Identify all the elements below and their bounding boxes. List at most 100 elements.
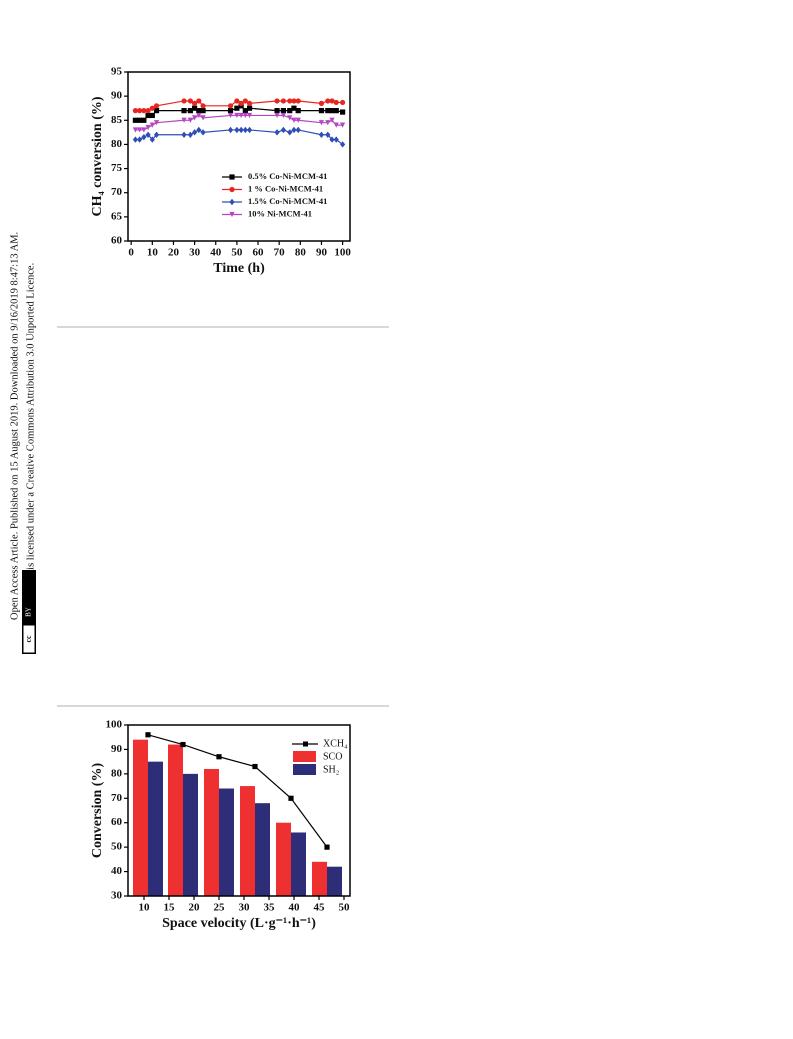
y-tick-label: 75 bbox=[111, 162, 123, 174]
marker bbox=[181, 131, 187, 138]
marker bbox=[192, 100, 198, 106]
marker bbox=[333, 99, 339, 106]
x-tick-label: 40 bbox=[289, 902, 301, 914]
marker bbox=[325, 131, 331, 138]
marker bbox=[132, 127, 138, 133]
marker bbox=[234, 126, 240, 134]
x-axis-label: Space velocity (L·g⁻¹·h⁻¹) bbox=[162, 916, 316, 931]
marker bbox=[287, 108, 293, 114]
series-line bbox=[147, 734, 328, 848]
marker bbox=[229, 198, 235, 206]
marker bbox=[288, 795, 294, 801]
cc-badge: cc BY bbox=[22, 570, 36, 654]
marker bbox=[318, 100, 325, 106]
x-tick-label: 25 bbox=[214, 902, 226, 914]
y-tick-label: 95 bbox=[111, 66, 123, 78]
badge-by: BY bbox=[25, 607, 33, 617]
marker bbox=[132, 108, 138, 114]
bar bbox=[168, 744, 183, 896]
x-tick-label: 50 bbox=[231, 247, 243, 259]
bar bbox=[183, 773, 198, 896]
marker bbox=[234, 98, 240, 104]
legend-label: 1.5% Co-Ni-MCM-41 bbox=[248, 196, 327, 206]
series-line bbox=[135, 114, 343, 131]
marker bbox=[196, 126, 202, 134]
marker bbox=[180, 741, 186, 748]
x-tick-label: 10 bbox=[147, 247, 159, 259]
marker bbox=[280, 98, 286, 104]
marker bbox=[137, 127, 143, 133]
y-tick-label: 90 bbox=[111, 90, 123, 102]
marker bbox=[238, 126, 244, 134]
marker bbox=[132, 117, 138, 123]
x-tick-label: 90 bbox=[316, 247, 328, 259]
marker bbox=[141, 133, 147, 141]
y-tick-label: 80 bbox=[111, 767, 123, 779]
marker bbox=[145, 131, 151, 138]
x-tick-label: 100 bbox=[334, 247, 351, 259]
marker bbox=[227, 126, 234, 134]
badge-cc-box bbox=[22, 624, 36, 654]
marker bbox=[153, 103, 160, 109]
marker bbox=[291, 98, 297, 104]
marker bbox=[340, 99, 346, 106]
x-tick-label: 30 bbox=[189, 247, 201, 259]
marker bbox=[291, 117, 297, 123]
marker bbox=[200, 115, 206, 121]
marker bbox=[324, 844, 330, 850]
x-tick-label: 20 bbox=[189, 902, 201, 914]
marker bbox=[287, 115, 293, 121]
marker bbox=[242, 126, 248, 134]
marker bbox=[149, 122, 155, 128]
y-tick-label: 85 bbox=[111, 114, 123, 126]
y-tick-label: 60 bbox=[111, 235, 123, 247]
x-axis-label: Time (h) bbox=[213, 261, 265, 276]
x-tick-label: 40 bbox=[210, 247, 222, 259]
x-tick-label: 0 bbox=[128, 247, 134, 259]
marker bbox=[291, 126, 297, 134]
marker bbox=[196, 112, 202, 119]
marker bbox=[200, 108, 206, 114]
y-axis-label: Conversion (%) bbox=[90, 763, 105, 859]
marker bbox=[295, 126, 301, 134]
marker bbox=[181, 117, 187, 123]
legend-label: SH₂ bbox=[323, 764, 339, 775]
marker bbox=[145, 124, 151, 131]
y-tick-label: 60 bbox=[111, 816, 123, 828]
marker bbox=[333, 108, 339, 114]
x-tick-label: 35 bbox=[264, 902, 276, 914]
y-tick-label: 50 bbox=[111, 841, 123, 853]
marker bbox=[216, 754, 222, 760]
marker bbox=[242, 112, 248, 119]
marker bbox=[340, 141, 346, 148]
marker bbox=[274, 108, 280, 114]
marker bbox=[141, 117, 147, 123]
bar bbox=[255, 803, 270, 896]
marker bbox=[229, 186, 235, 193]
marker bbox=[153, 131, 160, 138]
series-line bbox=[135, 129, 343, 145]
marker bbox=[329, 117, 335, 123]
marker bbox=[192, 115, 198, 121]
x-tick-label: 30 bbox=[239, 902, 251, 914]
marker bbox=[318, 108, 325, 114]
marker bbox=[196, 108, 202, 114]
x-tick-label: 45 bbox=[314, 902, 326, 914]
marker bbox=[145, 112, 151, 119]
marker bbox=[333, 122, 339, 128]
marker bbox=[229, 174, 235, 180]
marker bbox=[295, 108, 301, 114]
y-tick-label: 70 bbox=[111, 792, 123, 804]
bar bbox=[133, 739, 148, 896]
x-tick-label: 20 bbox=[168, 247, 180, 259]
sidebar-text: This article is licensed under a Creativ… bbox=[25, 263, 36, 620]
marker bbox=[200, 129, 206, 136]
legend-label: SCO bbox=[323, 751, 342, 762]
marker bbox=[187, 117, 193, 123]
marker bbox=[280, 126, 286, 134]
marker bbox=[187, 131, 193, 138]
marker bbox=[252, 763, 258, 770]
bar bbox=[240, 786, 255, 896]
marker bbox=[246, 100, 253, 106]
